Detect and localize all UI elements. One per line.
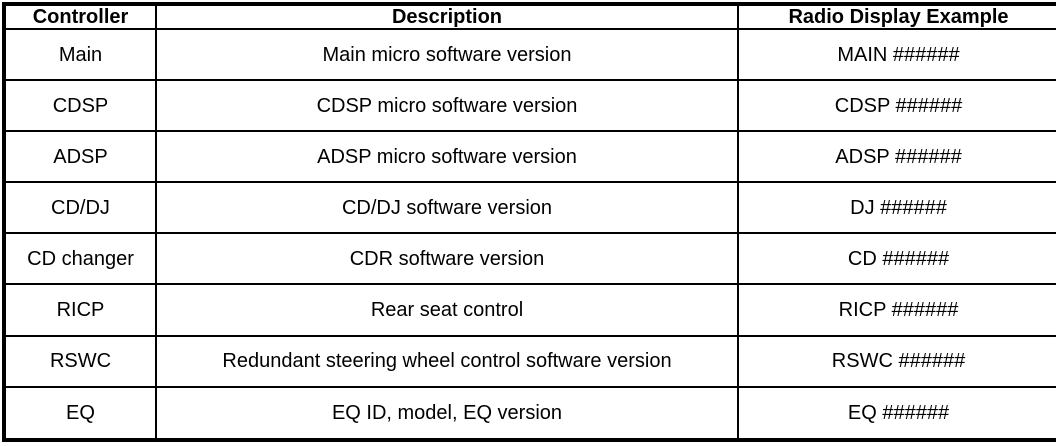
cell-radio-display: CD ###### xyxy=(737,232,1056,286)
cell-controller: CD changer xyxy=(3,232,157,286)
cell-radio-display: DJ ###### xyxy=(737,181,1056,235)
table-row: EQ EQ ID, model, EQ version EQ ###### xyxy=(3,385,1056,442)
cell-radio-display: EQ ###### xyxy=(737,385,1056,442)
header-controller: Controller xyxy=(3,3,157,30)
header-row: Controller Description Radio Display Exa… xyxy=(3,3,1056,30)
header-radio-display-example: Radio Display Example xyxy=(737,3,1056,30)
cell-controller: CDSP xyxy=(3,79,157,133)
cell-radio-display: RSWC ###### xyxy=(737,334,1056,388)
cell-description: Rear seat control xyxy=(155,283,739,337)
cell-description: ADSP micro software version xyxy=(155,130,739,184)
cell-description: CDSP micro software version xyxy=(155,79,739,133)
cell-description: Main micro software version xyxy=(155,27,739,82)
cell-controller: RSWC xyxy=(3,334,157,388)
cell-radio-display: MAIN ###### xyxy=(737,27,1056,82)
table-row: CDSP CDSP micro software version CDSP ##… xyxy=(3,79,1056,133)
cell-controller: CD/DJ xyxy=(3,181,157,235)
table-row: CD/DJ CD/DJ software version DJ ###### xyxy=(3,181,1056,235)
cell-radio-display: RICP ###### xyxy=(737,283,1056,337)
cell-controller: ADSP xyxy=(3,130,157,184)
cell-description: CD/DJ software version xyxy=(155,181,739,235)
table-row: RICP Rear seat control RICP ###### xyxy=(3,283,1056,337)
cell-controller: EQ xyxy=(3,385,157,442)
cell-radio-display: ADSP ###### xyxy=(737,130,1056,184)
cell-description: Redundant steering wheel control softwar… xyxy=(155,334,739,388)
cell-radio-display: CDSP ###### xyxy=(737,79,1056,133)
header-description: Description xyxy=(155,3,739,30)
cell-description: CDR software version xyxy=(155,232,739,286)
cell-controller: Main xyxy=(3,27,157,82)
table-row: RSWC Redundant steering wheel control so… xyxy=(3,334,1056,388)
cell-description: EQ ID, model, EQ version xyxy=(155,385,739,442)
table-row: CD changer CDR software version CD #####… xyxy=(3,232,1056,286)
table-row: ADSP ADSP micro software version ADSP ##… xyxy=(3,130,1056,184)
cell-controller: RICP xyxy=(3,283,157,337)
table-row: Main Main micro software version MAIN ##… xyxy=(3,27,1056,82)
